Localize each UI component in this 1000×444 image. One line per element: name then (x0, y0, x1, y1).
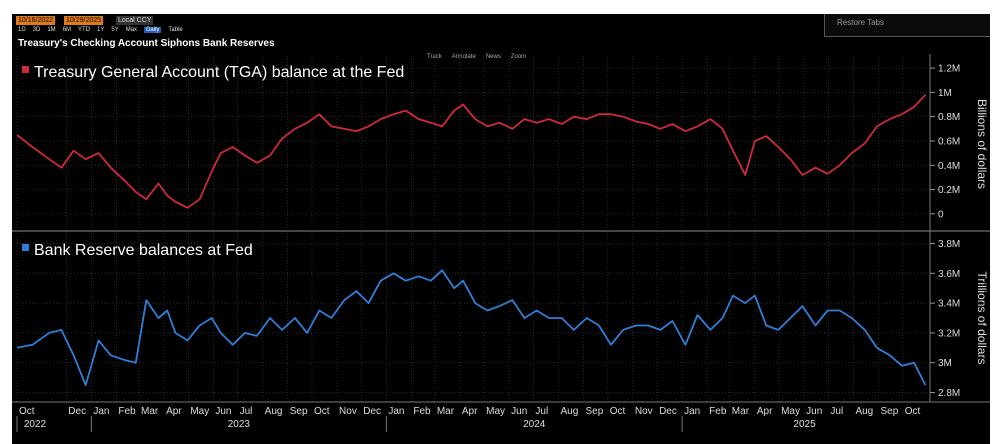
y-tick-label: 0.8M (938, 112, 960, 123)
y-tick-label: 0 (938, 209, 944, 220)
x-tick-label: Aug (855, 406, 873, 417)
y-tick-label: 3.4M (938, 299, 960, 310)
y-tick-label: 3.8M (938, 239, 960, 250)
axis-layer: 0 0.2M 0.4M 0.6M 0.8M 1M 1.2M Billions of dolla… (12, 64, 990, 432)
y-tick-label: 2.8M (938, 388, 960, 399)
end-date-field[interactable]: 10/29/2025 (64, 16, 104, 25)
x-tick-label: Oct (905, 406, 921, 417)
x-tick-label: Aug (265, 406, 283, 417)
x-tick-label: Sep (881, 406, 899, 417)
x-tick-label: Mar (437, 406, 455, 417)
tool-news[interactable]: News (485, 54, 501, 60)
restore-tabs-panel[interactable]: Restore Tabs (824, 14, 990, 37)
y-axis-title: Billions of dollars (975, 99, 989, 189)
y-axis-title: Trillions of dollars (975, 272, 989, 365)
chart-svg: Treasury General Account (TGA) balance a… (12, 54, 990, 432)
x-tick-label: Feb (413, 406, 431, 417)
page-title: Treasury's Checking Account Siphons Bank… (18, 38, 275, 49)
x-tick-label: May (781, 406, 800, 417)
x-tick-label: Jan (93, 406, 109, 417)
x-tick-label: Jun (511, 406, 527, 417)
x-tick-label: Jul (830, 406, 843, 417)
reserves-legend-marker (22, 244, 29, 251)
x-tick-label: Dec (659, 406, 677, 417)
range-tab-table[interactable]: Table (168, 27, 183, 33)
series-layer (16, 94, 927, 387)
currency-select[interactable]: Local CCY (116, 16, 154, 25)
tga-title: Treasury General Account (TGA) balance a… (34, 64, 404, 81)
start-date-field[interactable]: 10/16/2022 (16, 16, 56, 25)
tga-legend-marker (22, 66, 29, 73)
x-tick-label: Apr (462, 406, 478, 417)
range-tab-6m[interactable]: 6M (62, 27, 72, 33)
x-tick-label: Jun (806, 406, 822, 417)
y-tick-label: 0.4M (938, 161, 960, 172)
x-tick-label: Jun (215, 406, 231, 417)
year-label: 2023 (228, 419, 251, 430)
x-tick-label: Feb (709, 406, 727, 417)
x-tick-label: Dec (363, 406, 381, 417)
x-tick-label: Apr (166, 406, 182, 417)
x-tick-label: Apr (757, 406, 773, 417)
x-tick-label: Aug (560, 406, 578, 417)
tool-annotate[interactable]: Annotate (451, 54, 476, 60)
x-tick-label: Nov (339, 406, 357, 417)
y-tick-label: 1.2M (938, 64, 960, 75)
year-label: 2025 (793, 419, 816, 430)
reserves-title: Bank Reserve balances at Fed (34, 242, 253, 259)
x-tick-label: Nov (635, 406, 653, 417)
y-tick-label: 0.2M (938, 185, 960, 196)
y-tick-label: 3.6M (938, 269, 960, 280)
tool-track[interactable]: Track (427, 54, 442, 60)
y-tick-label: 1M (938, 88, 952, 99)
chart-window: 10/16/2022 10/29/2025 Local CCY 1D 3D 1M 6M… (12, 14, 990, 444)
x-tick-label: May (190, 406, 209, 417)
range-tab-1m[interactable]: 1M (47, 27, 56, 33)
toolbar: 10/16/2022 10/29/2025 Local CCY 1D 3D 1M 6M… (12, 14, 990, 37)
chart-tools: Track Annotate News Zoom (427, 54, 526, 60)
x-tick-label: Oct (610, 406, 626, 417)
x-tick-label: Sep (290, 406, 308, 417)
x-tick-label: Feb (118, 406, 136, 417)
x-tick-label: Jan (388, 406, 404, 417)
tool-zoom[interactable]: Zoom (510, 54, 527, 60)
y-tick-label: 3M (938, 358, 952, 369)
x-tick-label: Oct (314, 406, 330, 417)
range-tab-daily[interactable]: Daily (144, 27, 162, 33)
reserves-title-group: Bank Reserve balances at Fed (22, 242, 253, 259)
range-tab-max[interactable]: Max (125, 27, 138, 33)
x-tick-label: Jul (240, 406, 253, 417)
range-tab-1d[interactable]: 1D (18, 27, 26, 33)
grid-layer (12, 54, 990, 402)
range-tab-1y[interactable]: 1Y (97, 27, 105, 33)
range-tab-ytd[interactable]: YTD (78, 27, 91, 33)
y-tick-label: 0.6M (938, 136, 960, 147)
year-label: 2024 (523, 419, 546, 430)
x-tick-label: Mar (732, 406, 750, 417)
range-tabs: 1D 3D 1M 6M YTD 1Y 5Y Max Daily Table (18, 27, 183, 33)
tga-title-group: Treasury General Account (TGA) balance a… (22, 64, 404, 81)
tga-line (16, 94, 927, 209)
range-tab-3d[interactable]: 3D (32, 27, 41, 33)
x-tick-label: Mar (141, 406, 159, 417)
x-tick-label: May (486, 406, 505, 417)
year-label: 2022 (24, 419, 47, 430)
y-tick-label: 3.2M (938, 328, 960, 339)
x-tick-label: Jul (535, 406, 548, 417)
reserves-line (16, 269, 927, 387)
x-tick-label: Jan (684, 406, 700, 417)
restore-tabs-button[interactable]: Restore Tabs (837, 18, 884, 27)
x-tick-label: Dec (68, 406, 86, 417)
range-tab-5y[interactable]: 5Y (111, 27, 119, 33)
x-tick-label: Oct (19, 406, 35, 417)
x-tick-label: Sep (586, 406, 604, 417)
